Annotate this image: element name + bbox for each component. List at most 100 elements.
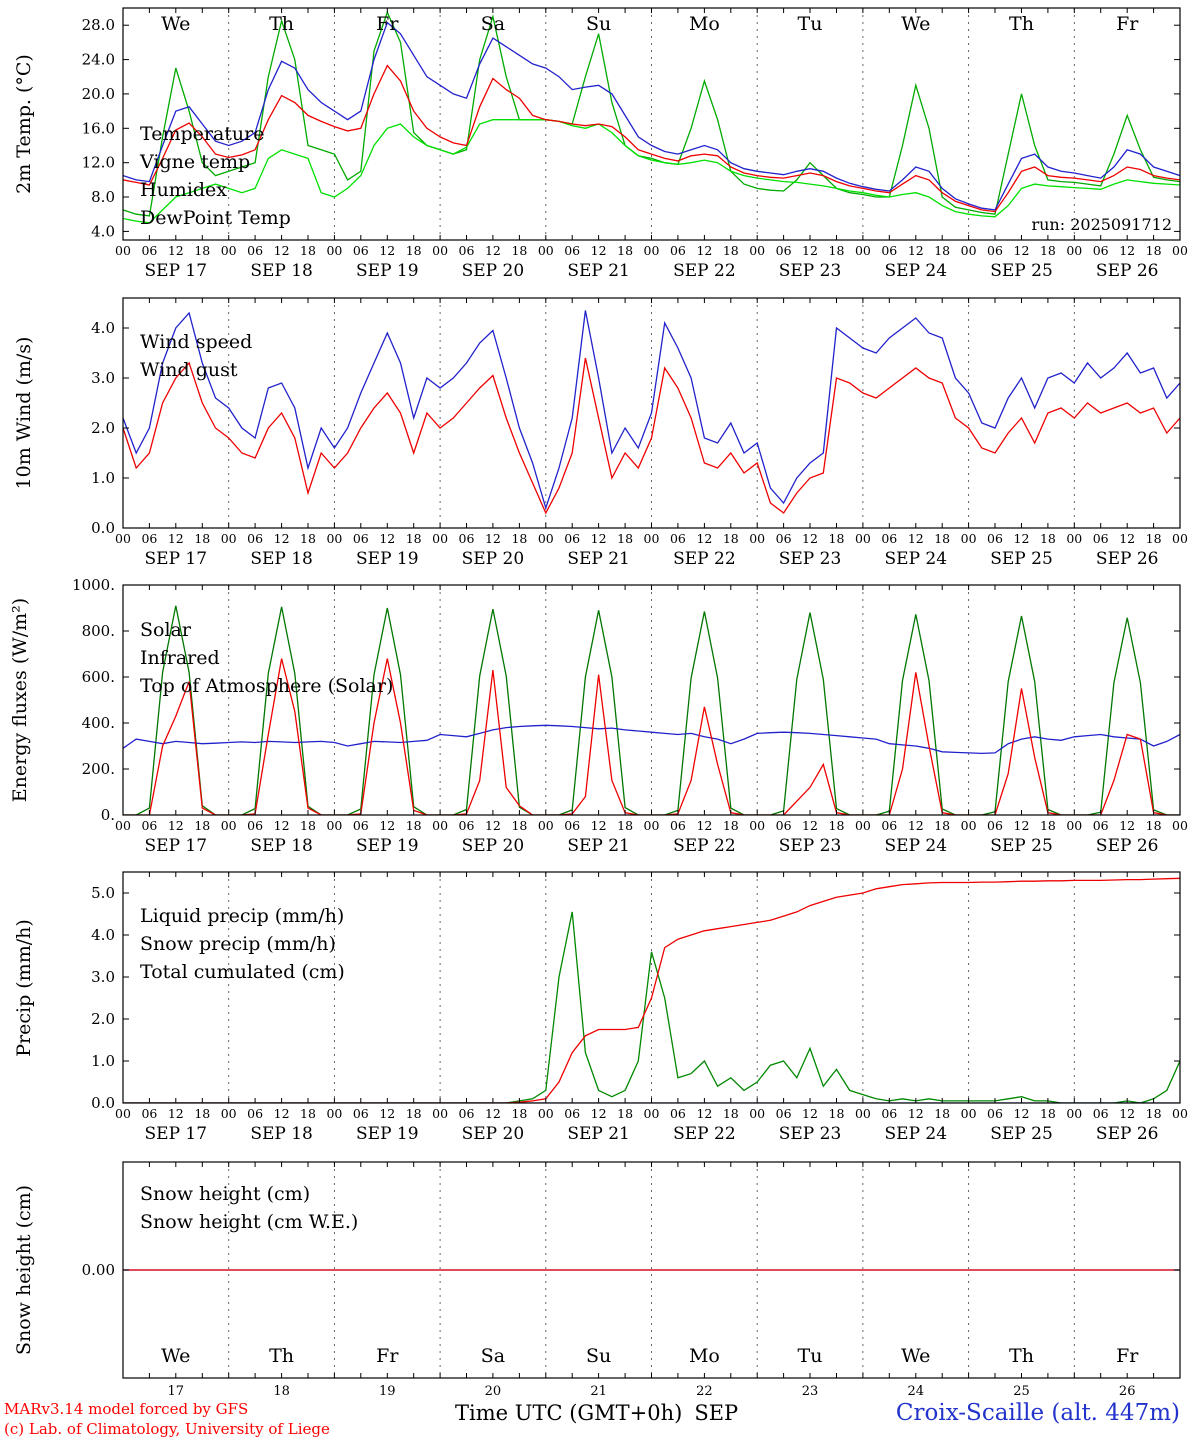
- svg-text:Wind speed: Wind speed: [140, 331, 252, 353]
- svg-text:06: 06: [247, 1106, 263, 1121]
- svg-text:1.0: 1.0: [91, 469, 115, 487]
- svg-text:We: We: [901, 1345, 930, 1367]
- svg-text:18: 18: [617, 243, 633, 258]
- svg-text:18: 18: [511, 243, 527, 258]
- svg-text:06: 06: [141, 531, 157, 546]
- svg-text:SEP 17: SEP 17: [145, 549, 208, 569]
- svg-text:0.: 0.: [101, 806, 115, 824]
- svg-text:00: 00: [538, 1106, 554, 1121]
- svg-text:00: 00: [644, 531, 660, 546]
- svg-text:SEP 18: SEP 18: [250, 1124, 313, 1144]
- svg-text:Wind gust: Wind gust: [140, 359, 238, 381]
- svg-text:Th: Th: [269, 1345, 294, 1367]
- svg-text:00: 00: [855, 243, 871, 258]
- svg-text:00: 00: [644, 243, 660, 258]
- svg-text:3.0: 3.0: [91, 968, 115, 986]
- svg-text:18: 18: [829, 243, 845, 258]
- svg-text:18: 18: [934, 818, 950, 833]
- svg-text:06: 06: [1093, 243, 1109, 258]
- svg-text:18: 18: [273, 1384, 290, 1399]
- svg-text:06: 06: [881, 1106, 897, 1121]
- svg-text:00: 00: [855, 531, 871, 546]
- svg-text:12: 12: [908, 1106, 924, 1121]
- svg-text:12: 12: [696, 1106, 712, 1121]
- svg-text:Fr: Fr: [376, 1345, 399, 1367]
- svg-text:Infrared: Infrared: [140, 647, 220, 669]
- svg-text:24.0: 24.0: [82, 51, 115, 69]
- svg-text:00: 00: [432, 531, 448, 546]
- svg-text:SEP 26: SEP 26: [1096, 549, 1159, 569]
- svg-text:18: 18: [617, 1106, 633, 1121]
- svg-text:00: 00: [644, 818, 660, 833]
- svg-text:SEP 23: SEP 23: [779, 836, 842, 856]
- svg-text:We: We: [901, 13, 930, 35]
- svg-text:22: 22: [696, 1384, 713, 1399]
- svg-text:06: 06: [1093, 818, 1109, 833]
- svg-text:SEP 21: SEP 21: [567, 836, 630, 856]
- svg-text:00: 00: [115, 1106, 131, 1121]
- svg-text:12: 12: [908, 818, 924, 833]
- svg-text:Su: Su: [586, 13, 611, 35]
- svg-text:Snow height (cm): Snow height (cm): [140, 1183, 310, 1205]
- svg-text:16.0: 16.0: [82, 119, 115, 137]
- svg-text:00: 00: [1172, 818, 1188, 833]
- svg-text:Th: Th: [269, 13, 294, 35]
- svg-text:Top of Atmosphere (Solar): Top of Atmosphere (Solar): [140, 675, 393, 697]
- svg-text:06: 06: [987, 243, 1003, 258]
- svg-text:06: 06: [141, 818, 157, 833]
- svg-text:18: 18: [300, 818, 316, 833]
- svg-text:SEP 19: SEP 19: [356, 549, 419, 569]
- svg-text:18: 18: [829, 818, 845, 833]
- svg-text:SEP 17: SEP 17: [145, 1124, 208, 1144]
- svg-text:SEP 23: SEP 23: [779, 261, 842, 281]
- svg-text:SEP 26: SEP 26: [1096, 836, 1159, 856]
- svg-text:12: 12: [1119, 818, 1135, 833]
- svg-text:00: 00: [115, 243, 131, 258]
- svg-text:Fr: Fr: [1116, 13, 1139, 35]
- svg-text:18: 18: [406, 531, 422, 546]
- svg-text:SEP 22: SEP 22: [673, 836, 736, 856]
- svg-text:Th: Th: [1009, 13, 1034, 35]
- svg-text:200.: 200.: [82, 760, 115, 778]
- svg-text:18: 18: [1040, 818, 1056, 833]
- svg-text:5.0: 5.0: [91, 884, 115, 902]
- svg-text:00: 00: [221, 243, 237, 258]
- svg-text:18: 18: [406, 243, 422, 258]
- svg-text:18: 18: [1146, 1106, 1162, 1121]
- svg-text:18: 18: [723, 531, 739, 546]
- svg-text:Snow height (cm W.E.): Snow height (cm W.E.): [140, 1211, 358, 1233]
- svg-text:18: 18: [406, 818, 422, 833]
- svg-text:12: 12: [802, 531, 818, 546]
- svg-text:00: 00: [115, 818, 131, 833]
- svg-text:Mo: Mo: [689, 1345, 720, 1367]
- svg-text:4.0: 4.0: [91, 222, 115, 240]
- svg-text:18: 18: [194, 531, 210, 546]
- svg-text:SEP 25: SEP 25: [990, 1124, 1053, 1144]
- svg-text:12: 12: [696, 818, 712, 833]
- svg-text:12: 12: [485, 818, 501, 833]
- svg-text:18: 18: [511, 531, 527, 546]
- svg-text:00: 00: [221, 1106, 237, 1121]
- svg-text:06: 06: [670, 243, 686, 258]
- svg-text:00: 00: [432, 818, 448, 833]
- svg-text:06: 06: [141, 1106, 157, 1121]
- svg-text:00: 00: [1066, 1106, 1082, 1121]
- svg-text:06: 06: [247, 531, 263, 546]
- svg-text:Solar: Solar: [140, 619, 192, 641]
- svg-text:18: 18: [723, 243, 739, 258]
- svg-text:00: 00: [749, 531, 765, 546]
- svg-text:1000.: 1000.: [72, 576, 115, 594]
- svg-text:00: 00: [326, 1106, 342, 1121]
- svg-text:06: 06: [459, 243, 475, 258]
- svg-text:12: 12: [591, 243, 607, 258]
- svg-text:18: 18: [934, 1106, 950, 1121]
- svg-text:06: 06: [987, 1106, 1003, 1121]
- svg-text:18: 18: [1040, 1106, 1056, 1121]
- svg-text:12: 12: [274, 1106, 290, 1121]
- svg-text:SEP 25: SEP 25: [990, 836, 1053, 856]
- svg-text:SEP 26: SEP 26: [1096, 1124, 1159, 1144]
- svg-text:00: 00: [749, 1106, 765, 1121]
- svg-text:00: 00: [1066, 818, 1082, 833]
- svg-text:Sa: Sa: [481, 13, 505, 35]
